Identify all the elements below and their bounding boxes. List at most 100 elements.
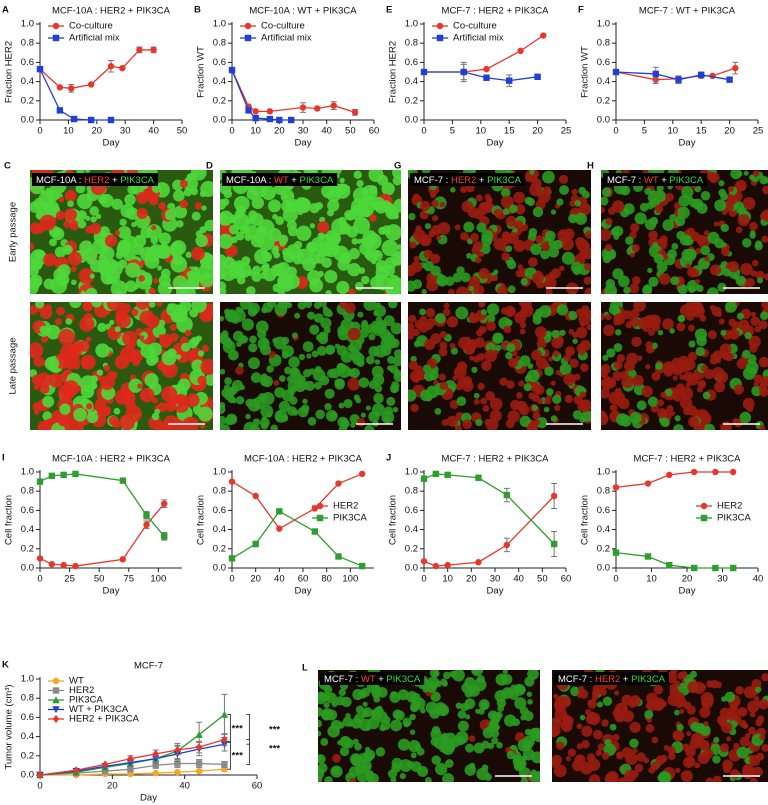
cell	[349, 349, 362, 362]
cell	[502, 208, 510, 216]
cell	[601, 379, 613, 391]
cell	[64, 397, 71, 404]
x-tick-label: 0	[37, 574, 42, 585]
cell	[374, 320, 387, 334]
cell	[601, 719, 609, 727]
cell	[496, 741, 503, 749]
cell	[429, 670, 440, 678]
cell	[601, 410, 605, 416]
cell	[247, 357, 260, 370]
cell	[245, 413, 251, 420]
cell	[223, 384, 231, 392]
cell	[735, 685, 744, 695]
cell	[658, 273, 671, 285]
x-tick-label: 60	[561, 574, 572, 585]
marker	[195, 743, 203, 752]
cell	[231, 398, 237, 404]
cell	[759, 175, 768, 185]
cell	[148, 302, 156, 308]
cell	[383, 264, 395, 277]
cell	[390, 691, 398, 698]
cell	[744, 732, 751, 739]
cell	[621, 710, 635, 723]
label-bg	[603, 173, 708, 186]
cell	[531, 349, 543, 361]
cell	[339, 746, 350, 757]
cell	[224, 309, 238, 323]
cell	[121, 390, 136, 405]
cell	[419, 315, 428, 324]
cell	[439, 341, 448, 350]
cell	[758, 356, 768, 368]
cell	[413, 365, 424, 375]
marker	[60, 471, 67, 479]
marker	[299, 104, 307, 111]
x-axis-label: Day	[295, 586, 312, 597]
cell	[538, 305, 552, 318]
cell	[614, 690, 620, 696]
cell	[583, 276, 591, 285]
cell	[281, 351, 290, 359]
cell	[365, 324, 376, 334]
cell	[740, 262, 753, 276]
cell	[332, 238, 339, 245]
y-axis-label: Fraction HER2	[4, 41, 15, 103]
cell	[513, 191, 526, 204]
cell	[489, 397, 503, 411]
cell	[468, 285, 474, 292]
cell	[408, 322, 415, 334]
cell	[175, 393, 187, 406]
cell	[540, 249, 550, 260]
cell	[601, 196, 609, 206]
cell	[429, 191, 437, 199]
y-axis-label: Cell fraction	[196, 495, 207, 545]
marker	[335, 553, 342, 560]
cell	[39, 306, 53, 320]
cell	[713, 221, 719, 227]
y-tick-label: 0.2	[405, 95, 418, 106]
cell	[727, 186, 734, 193]
marker	[70, 115, 78, 123]
cell	[685, 263, 691, 269]
cell	[586, 323, 591, 331]
cell	[64, 246, 71, 253]
marker	[316, 502, 324, 510]
cell	[40, 335, 49, 343]
cell	[281, 414, 289, 422]
cell	[337, 364, 351, 378]
marker	[52, 677, 60, 685]
cell	[325, 692, 337, 704]
cell	[131, 221, 137, 228]
x-tick-label: 10	[63, 126, 74, 137]
cell	[649, 216, 659, 226]
y-tick-label: 1.0	[597, 19, 610, 30]
marker	[36, 65, 44, 73]
cell	[243, 421, 257, 430]
cell	[375, 274, 391, 291]
cell	[331, 701, 338, 708]
y-tick-label: 1.0	[213, 467, 226, 478]
cell	[450, 347, 459, 355]
cell	[113, 407, 121, 415]
x-tick-label: 40	[148, 126, 159, 137]
cell	[706, 171, 716, 181]
cell	[466, 252, 472, 259]
cell	[80, 290, 86, 294]
cell	[475, 329, 484, 337]
cell	[249, 335, 257, 344]
cell	[532, 315, 542, 325]
cell	[320, 738, 329, 746]
cell	[185, 251, 192, 259]
image-label: MCF-7 : WT + PIK3CA	[607, 175, 704, 186]
marker	[152, 769, 159, 777]
marker	[444, 471, 451, 479]
cell	[172, 189, 185, 202]
cell	[391, 385, 399, 393]
cell	[532, 411, 541, 420]
marker	[48, 472, 56, 480]
cell	[495, 344, 502, 352]
cell	[651, 342, 658, 349]
cell	[487, 742, 495, 750]
cell	[473, 742, 485, 754]
cell	[536, 398, 544, 405]
